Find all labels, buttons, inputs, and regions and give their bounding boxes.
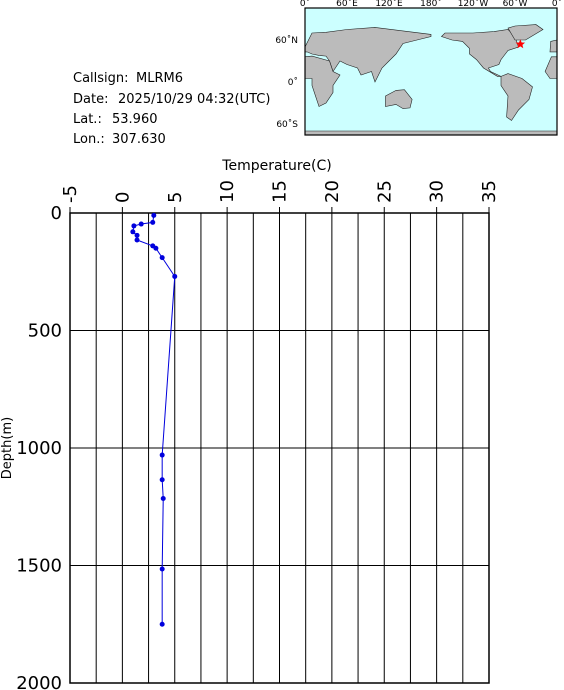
profile-point — [159, 255, 165, 261]
profile-point — [138, 221, 144, 227]
map-lon-label: 0˚ — [300, 0, 310, 9]
x-tick-label: 30 — [427, 180, 448, 203]
map-frame — [304, 7, 558, 136]
profile-point — [159, 566, 165, 572]
profile-line — [132, 215, 176, 625]
callsign-label: Callsign: — [73, 71, 129, 86]
profile-point — [159, 452, 165, 458]
y-tick-label: 2000 — [16, 673, 62, 690]
landmass — [304, 27, 432, 83]
profile-point — [130, 229, 136, 235]
y-tick-label: 500 — [28, 321, 62, 342]
map-lat-label: 0˚ — [288, 77, 298, 88]
lat-label: Lat.: — [73, 112, 102, 127]
landmass — [549, 39, 558, 53]
map-lon-label: 0˚ — [552, 0, 562, 9]
landmass — [304, 55, 341, 107]
x-axis-label: Temperature(C) — [221, 158, 331, 174]
map-lon-label: 120˚W — [458, 0, 489, 9]
profile-point — [150, 219, 156, 225]
profile-point — [134, 237, 140, 243]
profile-point — [151, 212, 157, 218]
y-tick-label: 1500 — [16, 556, 62, 577]
landmass — [507, 24, 544, 41]
plot-frame — [69, 212, 490, 684]
map-lon-label: 180˚ — [420, 0, 442, 9]
x-tick-label: 20 — [322, 180, 343, 203]
station-marker — [515, 39, 526, 49]
profile-point — [160, 496, 166, 502]
callsign: MLRM6 — [136, 71, 183, 86]
profile-point — [159, 621, 165, 627]
lon-label: Lon.: — [73, 132, 105, 147]
x-tick-label: 5 — [165, 192, 186, 203]
landmass — [440, 29, 519, 77]
y-axis-label: Depth(m) — [0, 417, 15, 479]
profile-point — [159, 477, 165, 483]
lat: 53.960 — [112, 112, 158, 127]
x-tick-label: 0 — [112, 192, 133, 203]
date-label: Date: — [73, 92, 108, 107]
map-lon-label: 60˚W — [503, 0, 528, 9]
map-lat-label: 60˚N — [275, 35, 298, 46]
x-tick-label: 10 — [217, 180, 238, 203]
profile-point — [153, 245, 159, 251]
profile-point — [131, 223, 137, 229]
map-lon-label: 60˚E — [336, 0, 358, 9]
map-lon-label: 120˚E — [375, 0, 403, 9]
map-lat-label: 60˚S — [276, 119, 298, 130]
landmass — [385, 89, 413, 109]
landmass — [500, 73, 533, 121]
profile-point — [172, 273, 178, 279]
x-tick-label: -5 — [60, 185, 81, 203]
y-tick-label: 1000 — [16, 438, 62, 459]
x-tick-label: 15 — [270, 180, 291, 203]
date: 2025/10/29 04:32(UTC) — [118, 92, 270, 107]
x-tick-label: 25 — [374, 180, 395, 203]
map-land — [304, 24, 558, 136]
lon: 307.630 — [112, 132, 166, 147]
x-tick-label: 35 — [479, 180, 500, 203]
y-tick-label: 0 — [51, 203, 62, 224]
profile-point — [134, 232, 140, 238]
